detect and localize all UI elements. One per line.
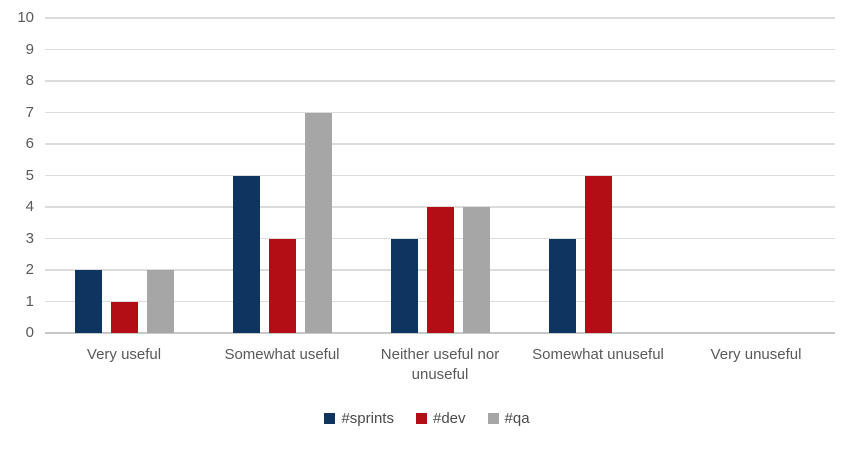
y-axis: 0 1 2 3 4 5 6 7 8 9 10 xyxy=(0,0,34,450)
bar-group xyxy=(203,18,361,333)
y-axis-tick-label: 0 xyxy=(25,324,34,341)
gridline xyxy=(45,48,835,51)
legend-label: #sprints xyxy=(341,410,394,427)
y-axis-tick-label: 3 xyxy=(25,229,34,247)
gridline xyxy=(45,143,835,145)
bar-group xyxy=(519,18,677,333)
category-label: Very unuseful xyxy=(710,346,802,363)
bar-sprints-0 xyxy=(74,270,102,333)
legend-item: #dev xyxy=(415,410,466,427)
bar-sprints-1 xyxy=(232,175,260,333)
legend-swatch-icon xyxy=(324,413,336,424)
legend-item: #qa xyxy=(487,410,530,427)
bar-sprints-3 xyxy=(548,238,576,333)
bar-qa-2 xyxy=(462,207,490,333)
bar-groups xyxy=(45,18,835,333)
bar-dev-1 xyxy=(268,238,296,333)
category-label: Neither useful nor unuseful xyxy=(380,346,500,383)
legend-swatch-icon xyxy=(415,413,427,424)
category-label: Very useful xyxy=(86,346,162,363)
y-axis-tick-label: 9 xyxy=(25,40,34,58)
x-axis: Very useful Somewhat useful Neither useful… xyxy=(45,345,835,385)
y-axis-tick-label: 6 xyxy=(25,135,34,152)
gridline xyxy=(45,17,835,19)
y-axis-tick-label: 5 xyxy=(25,166,34,184)
x-axis-line xyxy=(45,332,835,334)
plot-area xyxy=(45,17,835,334)
y-axis-tick-label: 7 xyxy=(25,103,34,121)
gridline xyxy=(45,174,835,177)
y-axis-tick-label: 2 xyxy=(25,261,34,278)
legend-swatch-icon xyxy=(487,413,499,424)
legend-item: #sprints xyxy=(324,410,394,427)
bar-group xyxy=(677,18,835,333)
bar-sprints-2 xyxy=(390,238,418,333)
gridline xyxy=(45,111,835,114)
y-axis-tick-label: 8 xyxy=(25,72,34,89)
bar-dev-0 xyxy=(110,301,138,333)
gridline xyxy=(45,80,835,82)
legend: #sprints #dev #qa xyxy=(0,410,854,427)
bar-qa-1 xyxy=(304,112,332,333)
bar-group xyxy=(361,18,519,333)
bar-dev-2 xyxy=(426,207,454,333)
bar-group xyxy=(45,18,203,333)
bar-qa-0 xyxy=(146,270,174,333)
y-axis-tick-label: 1 xyxy=(25,292,34,310)
category-label: Somewhat unuseful xyxy=(532,346,664,363)
y-axis-tick-label: 4 xyxy=(25,198,34,215)
legend-label: #qa xyxy=(504,410,530,427)
y-axis-tick-label: 10 xyxy=(17,9,34,26)
legend-label: #dev xyxy=(432,410,466,427)
bar-dev-3 xyxy=(584,175,612,333)
category-label: Somewhat useful xyxy=(224,346,340,363)
